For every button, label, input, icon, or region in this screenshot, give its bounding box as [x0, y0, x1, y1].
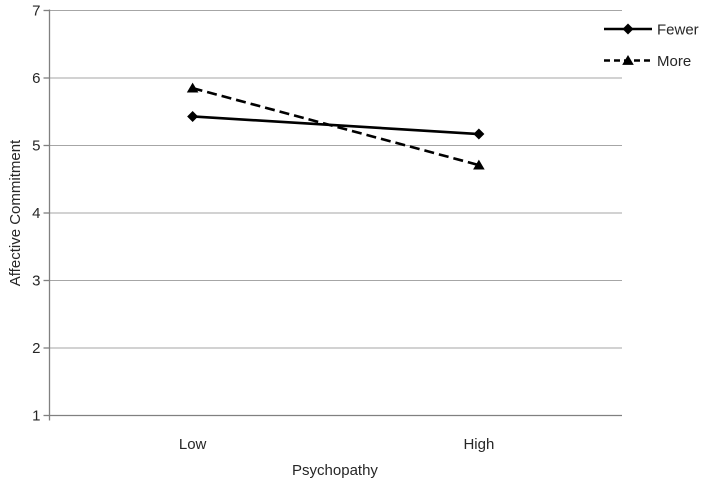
series-line-more — [192, 86, 480, 167]
gridlines — [49, 10, 622, 349]
y-tick-label: 5 — [32, 138, 40, 155]
legend-label: More — [657, 53, 691, 70]
triangle-icon — [622, 55, 634, 65]
triangle-marker — [186, 82, 199, 93]
series-line-fewer — [192, 115, 479, 136]
diamond-marker — [187, 110, 199, 122]
y-tick-label: 7 — [32, 3, 40, 20]
y-tick-label: 2 — [32, 340, 40, 357]
y-axis-ticks — [43, 9, 50, 417]
y-axis-title: Affective Commitment — [7, 139, 24, 286]
x-category-label: High — [463, 436, 494, 453]
triangle-marker — [473, 159, 485, 170]
x-axis-labels: Low High — [179, 436, 494, 453]
legend-item-more: More — [604, 53, 691, 70]
y-tick-label: 1 — [32, 408, 40, 425]
y-axis-labels: 1 2 3 4 5 6 7 — [32, 3, 40, 425]
legend: Fewer More — [604, 22, 699, 70]
y-tick-label: 4 — [32, 205, 40, 222]
x-axis-title: Psychopathy — [292, 462, 378, 479]
axes — [48, 9, 622, 421]
y-tick-label: 3 — [32, 273, 40, 290]
legend-label: Fewer — [657, 22, 699, 39]
diamond-icon — [622, 23, 634, 35]
x-category-label: Low — [179, 436, 207, 453]
legend-item-fewer: Fewer — [604, 22, 699, 39]
diamond-marker — [473, 128, 485, 140]
y-tick-label: 6 — [32, 70, 40, 87]
series-lines — [186, 82, 485, 170]
